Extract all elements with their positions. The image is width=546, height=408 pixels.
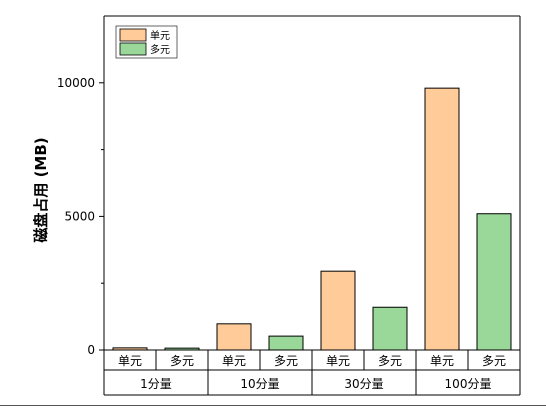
- group-label: 100分量: [445, 377, 492, 391]
- bar: [320, 270, 356, 351]
- series-label: 单元: [118, 354, 142, 368]
- group-label: 10分量: [240, 377, 279, 391]
- series-label: 单元: [430, 354, 454, 368]
- group-label: 1分量: [140, 377, 172, 391]
- series-label: 多元: [482, 354, 506, 368]
- y-axis-title: 磁盘占用 (MB): [32, 137, 50, 242]
- bar: [424, 87, 460, 351]
- y-tick-label: 10000: [57, 76, 95, 90]
- series-label: 单元: [222, 354, 246, 368]
- y-tick-label: 0: [87, 343, 95, 357]
- group-label: 30分量: [344, 377, 383, 391]
- series-label: 单元: [326, 354, 350, 368]
- bar: [216, 323, 252, 351]
- bottom-divider: [0, 405, 546, 406]
- bar: [372, 306, 408, 351]
- legend-label-multi: 多元: [150, 43, 170, 56]
- bar: [476, 213, 512, 351]
- legend-swatch-single: [119, 28, 147, 42]
- series-label: 多元: [170, 354, 194, 368]
- series-label: 多元: [378, 354, 402, 368]
- legend-label-single: 单元: [150, 30, 170, 42]
- legend: 单元 多元: [115, 25, 178, 59]
- series-label: 多元: [274, 354, 298, 368]
- bar: [268, 335, 304, 351]
- y-tick-label: 5000: [64, 209, 95, 223]
- legend-swatch-multi: [119, 42, 147, 56]
